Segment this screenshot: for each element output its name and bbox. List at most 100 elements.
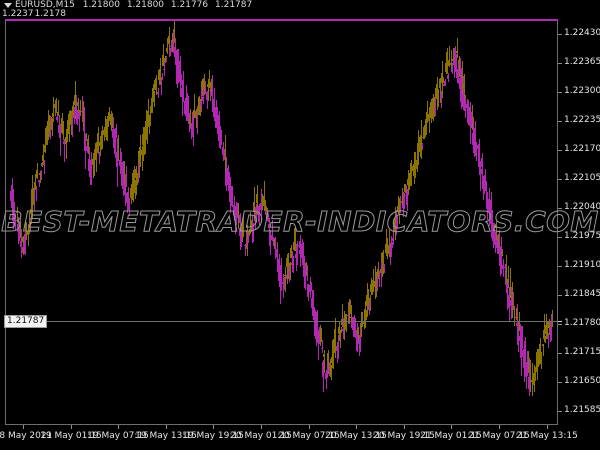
time-tick (166, 425, 167, 429)
candle-body (247, 239, 249, 241)
price-tick (558, 63, 562, 64)
candle-wick (514, 305, 515, 326)
candle-body (216, 118, 218, 123)
candle-wick (368, 289, 369, 311)
candle-body (471, 118, 473, 120)
candle-body (342, 329, 344, 332)
candle-wick (66, 134, 67, 160)
indicator-horizontal-line (5, 19, 558, 21)
candle-body (531, 379, 533, 382)
candle-wick (358, 327, 359, 343)
candle-body (495, 224, 497, 229)
candle-body (111, 118, 113, 121)
candle-wick (293, 255, 294, 274)
candle-wick (331, 365, 332, 380)
candle-body (538, 349, 540, 358)
candle-body (29, 224, 31, 226)
candle-body (464, 101, 466, 111)
candle-body (375, 274, 377, 282)
price-scale[interactable]: 1.22430 1.22365 1.22300 1.22235 1.22170 1.221… (558, 20, 600, 425)
candle-wick (532, 363, 533, 396)
candle-body (83, 126, 85, 132)
candle-wick (547, 320, 548, 339)
price-tick (558, 34, 562, 35)
candle-wick (338, 335, 339, 359)
candle-wick (167, 38, 168, 55)
time-tick (404, 425, 405, 429)
candle-body (287, 263, 289, 269)
candle-body (184, 101, 186, 114)
candle-body (326, 371, 328, 377)
candle-body (340, 329, 342, 332)
candle-body (548, 320, 550, 328)
candle-body (533, 374, 535, 377)
candle-body (334, 329, 336, 343)
candle-body (470, 120, 472, 126)
candle-wick (138, 160, 139, 184)
candle-body (231, 197, 233, 205)
candle-body (155, 78, 157, 88)
candle-body (322, 362, 324, 377)
candle-wick (248, 232, 249, 244)
candle-wick (382, 251, 383, 277)
candle-body (17, 223, 19, 232)
candle-wick (105, 115, 106, 138)
candle-body (27, 231, 29, 235)
candle-wick (79, 109, 80, 132)
candle-body (295, 254, 297, 258)
candle-wick (188, 95, 189, 124)
candle-body (195, 111, 197, 118)
candle-body (518, 328, 520, 330)
candle-body (223, 150, 225, 156)
candle-body (217, 124, 219, 131)
candle-body (370, 283, 372, 293)
candle-body (359, 336, 361, 341)
candle-body (36, 169, 38, 179)
candle-body (350, 316, 352, 318)
candle-wick (392, 241, 393, 249)
candle-wick (322, 340, 323, 354)
candle-body (505, 271, 507, 273)
candle-body (185, 101, 187, 107)
plot-area[interactable] (5, 20, 558, 425)
candle-body (12, 205, 14, 221)
candle-body (284, 274, 286, 277)
candle-body (24, 241, 26, 244)
candle-wick (353, 316, 354, 337)
candle-body (137, 174, 139, 176)
candle-wick (275, 236, 276, 259)
candle-body (107, 119, 109, 123)
candle-wick (459, 55, 460, 78)
candle-body (475, 145, 477, 157)
candle-body (442, 79, 444, 84)
candle-body (81, 110, 83, 112)
candle-wick (36, 186, 37, 202)
current-price-label: 1.21787 (4, 315, 48, 328)
candle-body (489, 202, 491, 211)
candle-body (382, 256, 384, 262)
candle-body (432, 98, 434, 108)
time-tick (451, 425, 452, 429)
candle-body (289, 263, 291, 266)
chevron-down-icon[interactable] (4, 3, 12, 8)
time-tick-label: 18 May 2021 (0, 431, 53, 441)
time-tick-label: 19 May 01:15 (40, 431, 102, 441)
candle-body (245, 245, 247, 249)
candle-body (141, 150, 143, 155)
candle-body (176, 58, 178, 69)
candle-body (403, 200, 405, 202)
candle-body (202, 96, 204, 101)
candle-body (549, 329, 551, 331)
candle-body (203, 78, 205, 87)
candle-body (161, 76, 163, 79)
candle-body (131, 188, 133, 196)
candle-body (269, 234, 271, 246)
candle-wick (426, 118, 427, 135)
candle-wick (415, 151, 416, 178)
time-tick (356, 425, 357, 429)
candle-wick (355, 317, 356, 334)
candle-wick (290, 261, 291, 280)
candle-wick (387, 238, 388, 259)
